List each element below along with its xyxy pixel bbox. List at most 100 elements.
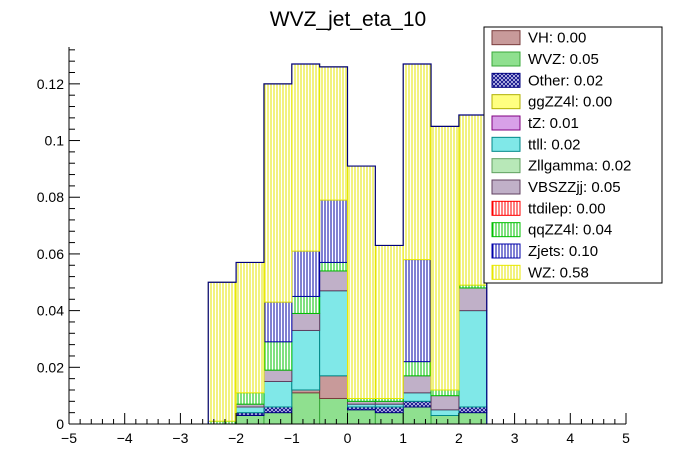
- bars-layer: [207, 63, 488, 425]
- bar-other-bin-9: [458, 406, 488, 414]
- legend-entry-other: Other: 0.02: [491, 72, 603, 89]
- chart-title: WVZ_jet_eta_10: [270, 8, 426, 31]
- legend-entry-zjets: Zjets: 0.10: [491, 243, 598, 260]
- legend-label-wvz: WVZ: 0.05: [528, 51, 599, 68]
- x-tick-label: 0: [344, 430, 352, 446]
- x-tick-label: −3: [172, 430, 188, 446]
- bar-zjets-bin-4: [319, 199, 348, 263]
- bar-wz-bin-7: [402, 63, 432, 261]
- legend-swatch-ggzz4l: [491, 94, 521, 110]
- x-tick-label: −2: [228, 430, 244, 446]
- bar-ttll-bin-3: [291, 329, 321, 391]
- bar-vbszzjj-bin-9: [458, 287, 488, 312]
- x-tick-label: −4: [117, 430, 133, 446]
- legend-entry-ttdilep: ttdilep: 0.00: [491, 200, 606, 217]
- y-tick-label: 0.04: [37, 303, 64, 319]
- legend-entry-ttll: ttll: 0.02: [491, 136, 581, 153]
- axes: −5 −4 −3 −2 −1 0 1 2 3 4 5 0 0.02 0.04 0.06 0.08 0.1 0.12: [37, 47, 630, 446]
- legend-entry-zllgamma: Zllgamma: 0.02: [491, 158, 631, 175]
- x-tick-label: 5: [622, 430, 630, 446]
- legend-swatch-wz: [491, 264, 521, 280]
- bar-wz-bin-1: [235, 261, 265, 394]
- bar-vbszzjj-bin-8: [430, 395, 460, 411]
- bar-wvz-bin-3: [291, 392, 321, 425]
- legend-label-ttdilep: ttdilep: 0.00: [528, 200, 606, 217]
- legend-entry-qqzz4l: qqZZ4l: 0.04: [491, 222, 612, 239]
- series-wz: [207, 63, 488, 422]
- bar-wz-bin-9: [458, 114, 488, 286]
- legend-box: [483, 26, 663, 284]
- y-tick-label: 0.02: [37, 359, 64, 375]
- bar-ttll-bin-4: [319, 290, 348, 377]
- y-tick-label: 0.06: [37, 246, 64, 262]
- bar-wvz-bin-4: [319, 397, 348, 425]
- legend-swatch-vh: [491, 30, 521, 46]
- bar-wvz-bin-6: [374, 412, 404, 425]
- legend-label-ttll: ttll: 0.02: [528, 136, 581, 153]
- legend-swatch-ttdilep: [491, 200, 521, 216]
- bar-qqzz4l-bin-3: [291, 295, 321, 314]
- total-outline: [207, 63, 488, 424]
- bar-qqzz4l-bin-1: [235, 392, 265, 405]
- bar-qqzz4l-bin-8: [430, 389, 460, 397]
- bar-wz-bin-3: [291, 63, 321, 252]
- bar-ttll-bin-7: [402, 392, 432, 402]
- legend-label-zllgamma: Zllgamma: 0.02: [528, 158, 631, 175]
- x-tick-label: −5: [61, 430, 77, 446]
- bar-qqzz4l-bin-2: [263, 341, 293, 371]
- legend-label-other: Other: 0.02: [528, 72, 603, 89]
- legend-label-qqzz4l: qqZZ4l: 0.04: [528, 222, 612, 239]
- bar-zjets-bin-3: [291, 250, 321, 297]
- bar-wz-bin-8: [430, 125, 460, 391]
- bar-wz-bin-6: [374, 244, 404, 399]
- legend-entry-vh: VH: 0.00: [491, 30, 586, 47]
- bar-wvz-bin-2: [263, 412, 293, 425]
- legend-swatch-zllgamma: [491, 158, 521, 174]
- y-tick-label: 0.12: [37, 76, 64, 92]
- bar-wz-bin-0: [207, 281, 237, 422]
- legend-swatch-ttll: [491, 136, 521, 152]
- bar-qqzz4l-bin-4: [319, 261, 348, 272]
- x-tick-label: 4: [566, 430, 574, 446]
- bar-vbszzjj-bin-2: [263, 369, 293, 382]
- x-tick-label: 1: [399, 430, 407, 446]
- bar-vbszzjj-bin-3: [291, 312, 321, 331]
- bar-qqzz4l-bin-7: [402, 361, 432, 377]
- legend-entry-ggzz4l: ggZZ4l: 0.00: [491, 94, 612, 111]
- series-vbszzjj: [235, 270, 488, 411]
- bar-wvz-bin-9: [458, 412, 488, 425]
- bar-vbszzjj-bin-4: [319, 270, 348, 292]
- legend-swatch-qqzz4l: [491, 222, 521, 238]
- bar-wz-bin-4: [319, 66, 348, 201]
- legend-entry-vbszzjj: VBSZZjj: 0.05: [491, 179, 621, 196]
- legend-swatch-tz: [491, 115, 521, 131]
- legend-entry-wz: WZ: 0.58: [491, 264, 589, 281]
- bar-wvz-bin-5: [347, 409, 376, 425]
- x-tick-label: 3: [511, 430, 519, 446]
- bar-wvz-bin-1: [235, 414, 265, 425]
- legend-swatch-wvz: [491, 51, 521, 67]
- histogram-outline: [207, 63, 488, 424]
- bar-ttll-bin-8: [430, 409, 460, 416]
- bar-wz-bin-5: [347, 165, 376, 399]
- bar-vh-bin-4: [319, 375, 348, 399]
- legend-swatch-other: [491, 72, 521, 88]
- legend-label-tz: tZ: 0.01: [528, 115, 579, 132]
- bar-ttll-bin-1: [235, 406, 265, 414]
- y-tick-label: 0.1: [45, 133, 65, 149]
- x-tick-label: −1: [284, 430, 300, 446]
- legend-swatch-vbszzjj: [491, 179, 521, 195]
- legend-label-ggzz4l: ggZZ4l: 0.00: [528, 94, 612, 111]
- legend-label-vbszzjj: VBSZZjj: 0.05: [528, 179, 621, 196]
- legend-entry-tz: tZ: 0.01: [491, 115, 579, 132]
- bar-wvz-bin-7: [402, 406, 432, 425]
- x-tick-label: 2: [455, 430, 463, 446]
- series-ttll: [235, 290, 488, 416]
- y-tick-label: 0: [56, 416, 64, 432]
- bar-vbszzjj-bin-7: [402, 375, 432, 394]
- bar-wz-bin-2: [263, 83, 293, 303]
- legend: VH: 0.00 WVZ: 0.05 Other: 0.02 ggZZ4l: 0.00…: [483, 26, 663, 284]
- bar-other-bin-2: [263, 406, 293, 414]
- bar-other-bin-6: [374, 406, 404, 414]
